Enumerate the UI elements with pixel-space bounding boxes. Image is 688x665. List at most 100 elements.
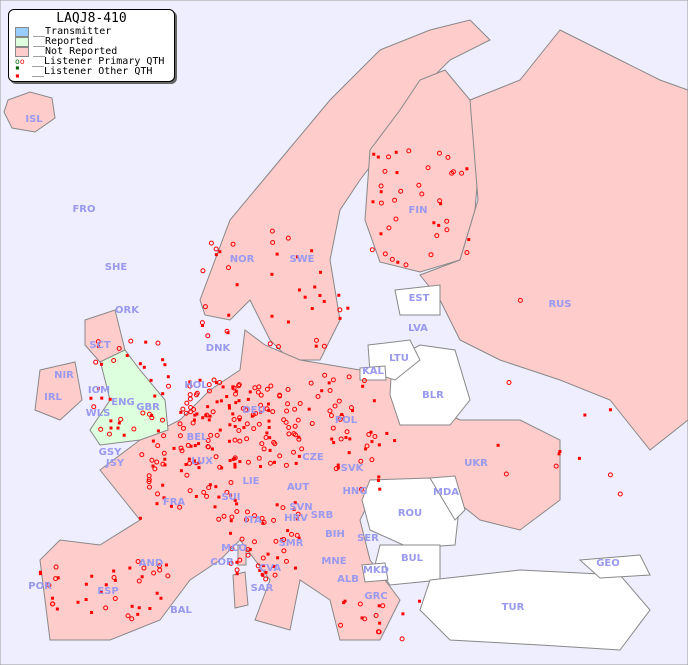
listener-primary-qth-marker (321, 343, 327, 349)
listener-primary-qth-marker (289, 531, 295, 537)
country-label-esp: ESP (97, 586, 118, 597)
listener-other-qth-marker (76, 600, 80, 604)
listener-other-qth-marker (233, 462, 237, 466)
country-label-lux: LUX (191, 456, 213, 467)
listener-other-qth-marker (122, 433, 126, 437)
listener-other-qth-marker (128, 566, 132, 570)
listener-other-qth-marker (226, 331, 230, 335)
listener-other-qth-marker (228, 406, 232, 410)
listener-primary-qth-marker (273, 538, 279, 544)
listener-other-qth-marker (320, 389, 324, 393)
listener-primary-qth-marker (258, 392, 264, 398)
listener-other-qth-marker (213, 505, 217, 509)
listener-other-qth-marker (372, 399, 376, 403)
listener-other-qth-marker (259, 410, 263, 414)
transmitter-swatch (15, 27, 29, 37)
country-label-fra: FRA (163, 497, 186, 508)
listener-primary-qth-marker (229, 514, 235, 520)
listener-primary-qth-marker (136, 578, 142, 584)
listener-primary-qth-marker (389, 256, 395, 262)
listener-primary-qth-marker (245, 459, 251, 465)
listener-primary-qth-marker (295, 417, 301, 423)
listener-other-qth-marker (227, 439, 231, 443)
listener-other-qth-marker (292, 507, 296, 511)
listener-other-qth-marker (351, 409, 355, 413)
listener-other-qth-marker (265, 431, 269, 435)
listener-other-qth-marker (84, 597, 88, 601)
listener-other-qth-marker (90, 610, 94, 614)
listener-other-qth-marker (385, 431, 389, 435)
listener-other-qth-marker (378, 621, 382, 625)
listener-other-qth-marker (161, 392, 165, 396)
listener-other-qth-marker (50, 596, 54, 600)
listener-other-qth-marker (297, 536, 301, 540)
listener-other-qth-marker (418, 599, 422, 603)
country-label-sar: SAR (251, 583, 274, 594)
listener-primary-qth-marker (366, 432, 372, 438)
country-label-smr: SMR (279, 538, 304, 549)
listener-primary-qth-marker (285, 401, 291, 407)
listener-other-qth-marker (229, 493, 233, 497)
listener-primary-qth-marker (382, 168, 388, 174)
country-label-svk: SVK (341, 463, 365, 474)
listener-primary-qth-marker (348, 405, 354, 411)
listener-primary-qth-marker (231, 417, 237, 423)
listener-other-qth-marker (228, 458, 232, 462)
listener-primary-qth-marker (264, 406, 270, 412)
listener-primary-qth-marker (146, 479, 152, 485)
listener-other-qth-marker (246, 397, 250, 401)
listener-other-qth-marker (156, 429, 160, 433)
listener-primary-qth-marker (259, 441, 265, 447)
listener-primary-qth-marker (369, 457, 375, 463)
listener-primary-qth-marker (263, 435, 269, 441)
listener-primary-qth-marker (139, 452, 145, 458)
listener-other-qth-marker (235, 572, 239, 576)
listener-primary-qth-marker (236, 427, 242, 433)
country-label-gbr: GBR (136, 402, 160, 413)
listener-primary-qth-marker (111, 358, 117, 364)
listener-other-qth-marker (270, 314, 274, 318)
listener-primary-qth-marker (184, 400, 190, 406)
listener-other-qth-marker (233, 465, 237, 469)
listener-other-qth-marker (155, 591, 159, 595)
listener-primary-qth-marker (177, 433, 183, 439)
listener-other-qth-marker (234, 389, 238, 393)
listener-other-qth-marker (393, 439, 397, 443)
listener-other-qth-marker (214, 381, 218, 385)
listener-primary-qth-marker (436, 150, 442, 156)
listener-other-qth-marker (204, 413, 208, 417)
listener-other-qth-marker (214, 253, 218, 257)
listener-primary-qth-marker (261, 519, 267, 525)
listener-other-qth-marker (116, 426, 120, 430)
listener-other-qth-marker (231, 385, 235, 389)
listener-other-qth-marker (138, 516, 142, 520)
listener-other-qth-marker (336, 463, 340, 467)
listener-primary-qth-marker (271, 517, 277, 523)
listener-primary-qth-marker (141, 565, 147, 571)
listener-other-qth-marker (229, 519, 233, 523)
listener-other-qth-marker (268, 436, 272, 440)
listener-other-qth-marker (401, 612, 405, 616)
country-label-irl: IRL (44, 392, 62, 403)
listener-other-qth-marker (221, 385, 225, 389)
listener-other-qth-marker (496, 443, 500, 447)
country-label-she: SHE (105, 262, 128, 273)
listener-other-qth-marker (137, 606, 141, 610)
listener-primary-qth-marker (229, 546, 235, 552)
listener-primary-qth-marker (419, 191, 425, 197)
listener-primary-qth-marker (111, 575, 117, 581)
listener-primary-qth-marker (261, 446, 267, 452)
listener-primary-qth-marker (403, 262, 409, 268)
listener-other-qth-marker (268, 448, 272, 452)
listener-other-qth-marker (266, 402, 270, 406)
listener-primary-qth-marker (330, 425, 336, 431)
listener-other-qth-marker (233, 424, 237, 428)
listener-other-qth-marker (237, 399, 241, 403)
listener-primary-qth-marker (208, 432, 214, 438)
listener-other-qth-marker (206, 405, 210, 409)
country-label-lie: LIE (243, 476, 260, 487)
country-label-tur: TUR (502, 602, 525, 613)
listener-other-qth-marker (179, 410, 183, 414)
country-label-eng: ENG (111, 397, 134, 408)
listener-primary-qth-marker (399, 636, 405, 642)
